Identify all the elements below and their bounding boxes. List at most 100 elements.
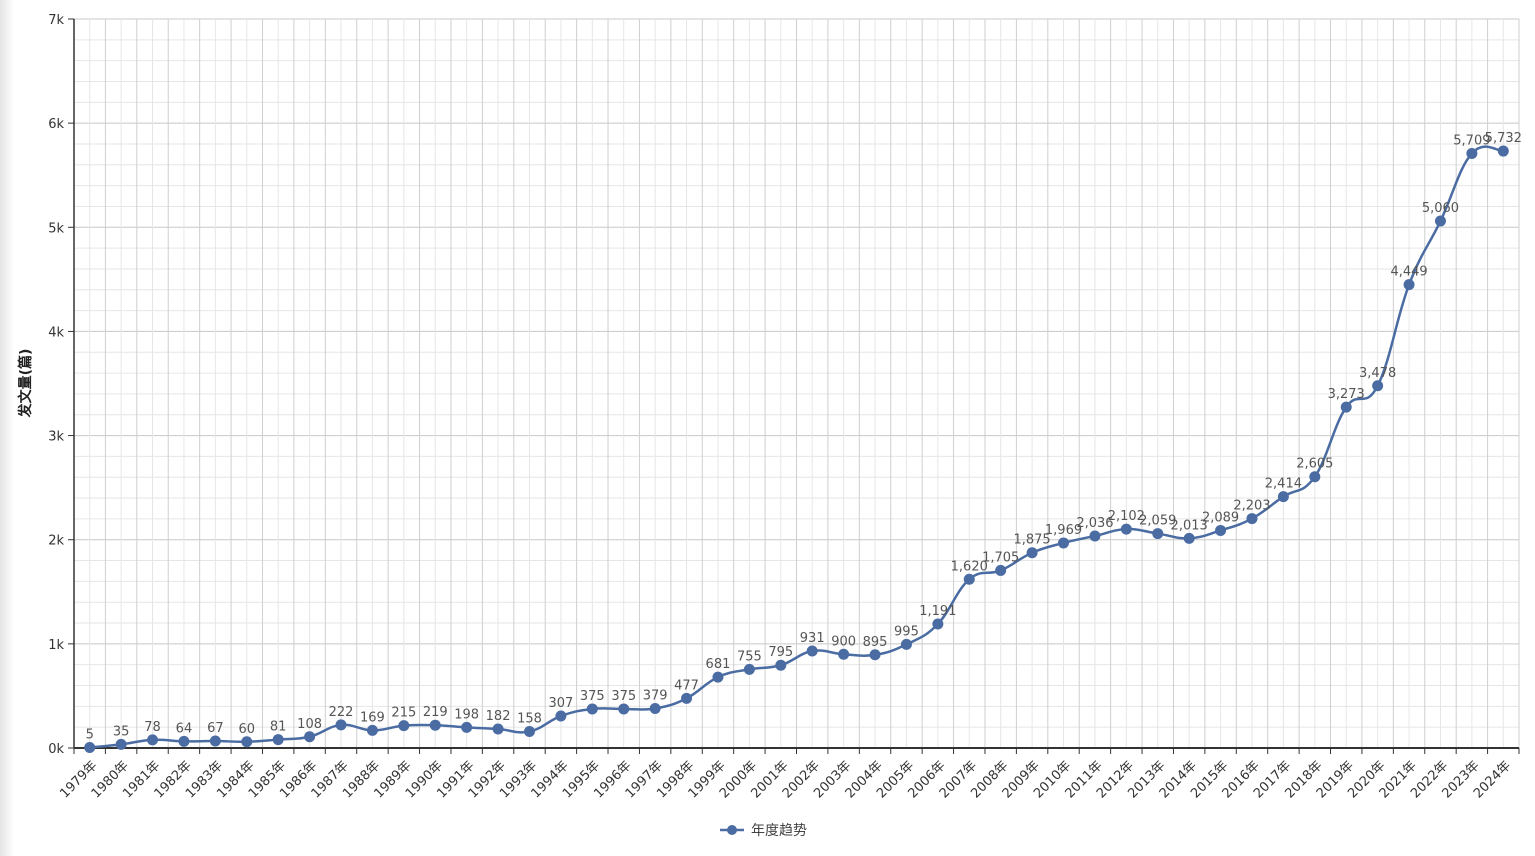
data-label: 1,875 (1013, 533, 1050, 548)
data-label: 219 (423, 705, 448, 720)
data-point (1058, 537, 1070, 549)
data-point (366, 724, 378, 736)
data-point (806, 645, 818, 657)
data-point (618, 703, 630, 715)
data-point (1372, 380, 1384, 392)
data-label: 81 (270, 720, 287, 735)
data-point (1277, 491, 1289, 503)
data-point (963, 573, 975, 585)
data-labels: 5 35 78 64 67 60 81 108 222 169 215 219 198 182 158 307… (86, 131, 1522, 742)
data-point (681, 692, 693, 704)
data-label: 2,605 (1296, 457, 1333, 472)
axes: 0k1k2k3k4k5k6k7k1979年1980年1981年1982年1983… (48, 13, 1520, 801)
page-edge-shadow (0, 0, 14, 856)
data-point (743, 663, 755, 675)
data-label: 900 (831, 634, 856, 649)
data-point (932, 618, 944, 630)
data-label: 2,102 (1108, 509, 1145, 524)
grid (73, 18, 1520, 749)
data-point (84, 741, 96, 753)
data-point (241, 736, 253, 748)
y-tick-label: 2k (48, 534, 64, 549)
data-label: 5,709 (1453, 133, 1490, 148)
data-point (1183, 532, 1195, 544)
data-label: 2,036 (1076, 516, 1113, 531)
y-tick-label: 1k (48, 638, 64, 653)
data-point (1403, 279, 1415, 291)
data-point (586, 703, 598, 715)
data-label: 5,060 (1422, 201, 1459, 216)
data-point (1026, 547, 1038, 559)
data-point (304, 731, 316, 743)
data-label: 1,620 (951, 559, 988, 574)
data-point (1466, 147, 1478, 159)
data-label: 755 (737, 649, 762, 664)
data-point (995, 564, 1007, 576)
data-point (272, 734, 284, 746)
data-label: 108 (297, 717, 322, 732)
y-tick-label: 6k (48, 117, 64, 132)
data-label: 931 (800, 631, 825, 646)
y-tick-label: 3k (48, 430, 64, 445)
data-label: 895 (863, 635, 888, 650)
data-label: 198 (454, 707, 479, 722)
data-point (869, 649, 881, 661)
data-label: 3,478 (1359, 366, 1396, 381)
data-label: 1,969 (1045, 523, 1082, 538)
data-label: 375 (611, 689, 636, 704)
y-tick-label: 0k (48, 742, 64, 757)
data-point (838, 648, 850, 660)
data-label: 477 (674, 678, 699, 693)
legend-marker-icon (727, 825, 737, 835)
data-label: 64 (176, 721, 193, 736)
data-point (1215, 524, 1227, 536)
data-point (1089, 530, 1101, 542)
data-label: 222 (329, 705, 354, 720)
data-label: 1,705 (982, 550, 1019, 565)
data-label: 375 (580, 689, 605, 704)
data-point (492, 723, 504, 735)
y-axis-label: 发文量(篇) (17, 349, 34, 419)
legend[interactable]: 年度趋势 (720, 823, 807, 839)
data-label: 307 (548, 696, 573, 711)
data-point (147, 734, 159, 746)
data-point (461, 721, 473, 733)
data-point (900, 638, 912, 650)
data-point (335, 719, 347, 731)
data-label: 2,059 (1139, 514, 1176, 529)
data-label: 5,732 (1485, 131, 1522, 146)
data-point (429, 719, 441, 731)
data-label: 995 (894, 624, 919, 639)
data-point (1497, 145, 1509, 157)
legend-label: 年度趋势 (751, 823, 807, 839)
y-tick-label: 4k (48, 325, 64, 340)
data-point (555, 710, 567, 722)
data-label: 169 (360, 710, 385, 725)
data-point (115, 738, 127, 750)
data-label: 4,449 (1390, 265, 1427, 280)
data-label: 681 (706, 657, 731, 672)
data-point (1309, 471, 1321, 483)
data-point (523, 726, 535, 738)
y-tick-label: 7k (48, 13, 64, 28)
data-label: 60 (238, 722, 255, 737)
data-label: 795 (768, 645, 793, 660)
data-point (1152, 528, 1164, 540)
data-label: 182 (486, 709, 511, 724)
data-label: 215 (391, 706, 416, 721)
data-point (1246, 513, 1258, 525)
data-point (398, 720, 410, 732)
data-label: 67 (207, 721, 224, 736)
data-label: 3,273 (1328, 387, 1365, 402)
data-label: 2,089 (1202, 510, 1239, 525)
data-label: 2,013 (1171, 518, 1208, 533)
data-point (712, 671, 724, 683)
data-label: 35 (113, 724, 130, 739)
data-label: 379 (643, 689, 668, 704)
data-label: 1,191 (919, 604, 956, 619)
data-point (1120, 523, 1132, 535)
data-point (209, 735, 221, 747)
data-points (84, 145, 1509, 753)
data-point (178, 735, 190, 747)
y-tick-label: 5k (48, 221, 64, 236)
